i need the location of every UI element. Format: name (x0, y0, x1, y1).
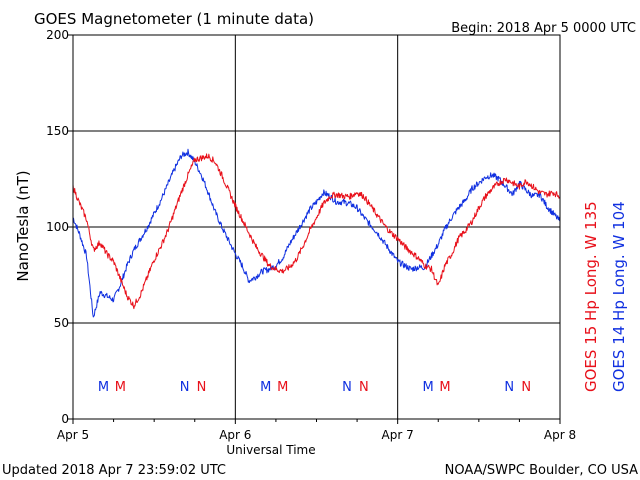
noon-marker: N (342, 380, 352, 395)
y-tick-label: 200 (46, 28, 69, 42)
y-axis-title: NanoTesla (nT) (14, 170, 32, 281)
midnight-marker: M (115, 380, 126, 395)
series-line-goes15 (72, 153, 561, 310)
y-tick-label: 0 (61, 412, 69, 426)
y-tick-label: 100 (46, 220, 69, 234)
y-tick-label: 50 (54, 316, 69, 330)
noon-marker: N (521, 380, 531, 395)
credit-label: NOAA/SWPC Boulder, CO USA (445, 463, 638, 478)
noon-marker: N (180, 380, 190, 395)
midnight-marker: M (277, 380, 288, 395)
axis-ticks: 0 50 100 150 200 Apr 5 Apr 6 Apr 7 Apr 8 (46, 28, 576, 442)
midnight-marker: M (260, 380, 271, 395)
legend-goes14: GOES 14 Hp Long. W 104 (610, 201, 628, 392)
x-tick-label: Apr 5 (57, 428, 89, 442)
grid (73, 35, 560, 419)
x-tick-label: Apr 6 (219, 428, 251, 442)
midnight-marker: M (422, 380, 433, 395)
midnight-marker: M (439, 380, 450, 395)
series-layer (72, 148, 561, 318)
series-line-goes14 (72, 148, 561, 318)
noon-marker: N (504, 380, 514, 395)
updated-label: Updated 2018 Apr 7 23:59:02 UTC (2, 463, 226, 478)
x-tick-label: Apr 8 (544, 428, 576, 442)
chart-title: GOES Magnetometer (1 minute data) (34, 10, 314, 28)
midnight-marker: M (98, 380, 109, 395)
noon-marker: N (197, 380, 207, 395)
x-tick-label: Apr 7 (382, 428, 414, 442)
noon-marker: N (359, 380, 369, 395)
x-axis-title: Universal Time (226, 443, 315, 457)
y-tick-label: 150 (46, 124, 69, 138)
legend-goes15: GOES 15 Hp Long. W 135 (582, 201, 600, 392)
begin-label: Begin: 2018 Apr 5 0000 UTC (451, 21, 636, 36)
